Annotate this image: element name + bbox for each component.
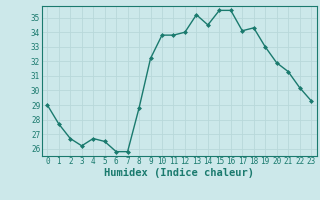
- X-axis label: Humidex (Indice chaleur): Humidex (Indice chaleur): [104, 168, 254, 178]
